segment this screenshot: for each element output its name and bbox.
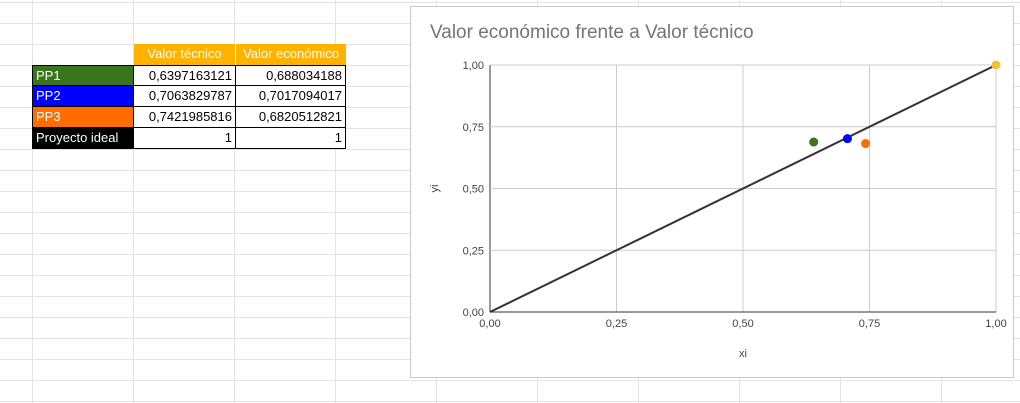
data-point-pp2 bbox=[842, 134, 852, 144]
x-tick-label: 0,00 bbox=[479, 318, 500, 330]
x-tick-label: 1,00 bbox=[985, 318, 1006, 330]
row-label-pp3[interactable]: PP3 bbox=[32, 107, 134, 128]
data-point-proyecto-ideal bbox=[991, 60, 1001, 70]
cell-ideal-economico[interactable]: 1 bbox=[236, 128, 346, 149]
reference-line bbox=[489, 64, 997, 313]
cell-pp1-tecnico[interactable]: 0,6397163121 bbox=[134, 65, 236, 86]
row-label-proyecto-ideal[interactable]: Proyecto ideal bbox=[32, 128, 134, 149]
cell-pp2-tecnico[interactable]: 0,7063829787 bbox=[134, 86, 236, 107]
row-label-pp2[interactable]: PP2 bbox=[32, 86, 134, 107]
chart-plot-area: 0,00 0,25 0,50 0,75 1,00 0,00 0,25 0,50 0,75 1,00… bbox=[429, 60, 1007, 360]
y-axis-title: yi bbox=[429, 185, 441, 193]
data-point-pp3 bbox=[861, 139, 871, 149]
x-tick-label: 0,75 bbox=[859, 318, 880, 330]
y-tick-label: 0,25 bbox=[463, 245, 484, 257]
cell-pp1-economico[interactable]: 0,688034188 bbox=[236, 65, 346, 86]
header-valor-tecnico[interactable]: Valor técnico bbox=[134, 44, 236, 65]
chart-title: Valor económico frente a Valor técnico bbox=[430, 22, 754, 43]
cell-pp3-tecnico[interactable]: 0,7421985816 bbox=[134, 107, 236, 128]
cell-pp3-economico[interactable]: 0,6820512821 bbox=[236, 107, 346, 128]
y-tick-label: 1,00 bbox=[463, 60, 484, 72]
y-tick-label: 0,50 bbox=[463, 184, 484, 196]
scatter-chart[interactable]: Valor económico frente a Valor técnico 0… bbox=[410, 6, 1014, 378]
x-tick-label: 0,50 bbox=[732, 318, 753, 330]
cell-ideal-tecnico[interactable]: 1 bbox=[134, 128, 236, 149]
row-label-pp1[interactable]: PP1 bbox=[32, 65, 134, 86]
cell-pp2-economico[interactable]: 0,7017094017 bbox=[236, 86, 346, 107]
y-tick-label: 0,75 bbox=[463, 122, 484, 134]
y-tick-label: 0,00 bbox=[463, 307, 484, 319]
data-point-pp1 bbox=[809, 137, 819, 147]
x-axis-title: xi bbox=[739, 348, 747, 360]
x-tick-label: 0,25 bbox=[606, 318, 627, 330]
header-valor-economico[interactable]: Valor económico bbox=[236, 44, 346, 65]
